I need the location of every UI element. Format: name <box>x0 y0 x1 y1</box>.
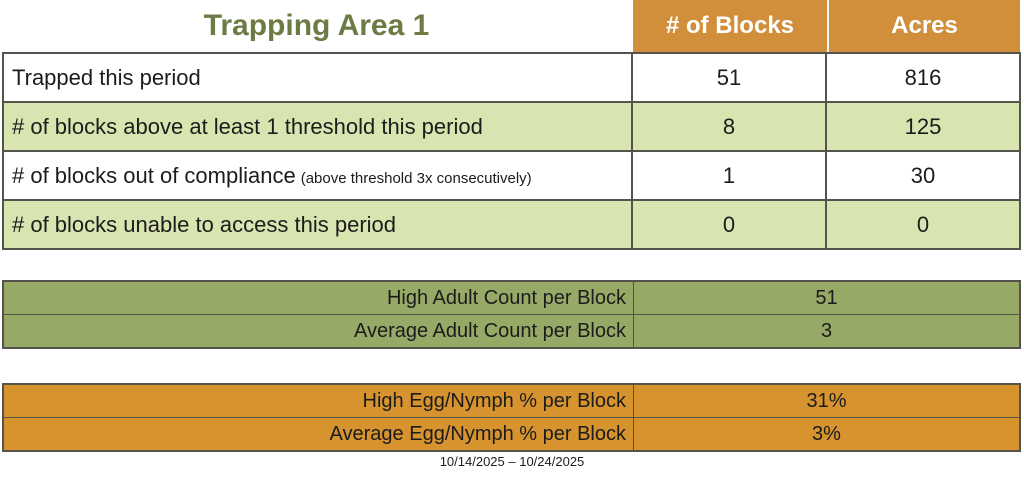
acres-value: 0 <box>825 201 1019 248</box>
row-value: 51 <box>633 282 1019 314</box>
table-row-unable-to-access: # of blocks unable to access this period… <box>4 199 1019 248</box>
table-row-above-threshold: # of blocks above at least 1 threshold t… <box>4 101 1019 150</box>
summary-table: Trapped this period 51 816 # of blocks a… <box>2 52 1021 250</box>
page-title: Trapping Area 1 <box>203 9 430 42</box>
row-label: # of blocks out of compliance (above thre… <box>4 163 631 189</box>
row-label-text: # of blocks unable to access this period <box>12 211 397 237</box>
table-row-out-of-compliance: # of blocks out of compliance (above thre… <box>4 150 1019 199</box>
acres-value: 125 <box>825 103 1019 150</box>
row-label-text: # of blocks above at least 1 threshold t… <box>12 113 483 139</box>
table-row-trapped: Trapped this period 51 816 <box>4 54 1019 101</box>
blocks-value: 0 <box>631 201 825 248</box>
acres-value: 816 <box>825 54 1019 101</box>
column-header-blocks: # of Blocks <box>633 0 827 52</box>
blocks-value: 51 <box>631 54 825 101</box>
row-value: 31% <box>633 385 1019 417</box>
row-value: 3 <box>633 315 1019 347</box>
table-row-average-adult-count: Average Adult Count per Block 3 <box>4 314 1019 347</box>
column-header-acres: Acres <box>827 0 1020 52</box>
row-label-note: (above threshold 3x consecutively) <box>300 169 532 187</box>
blocks-value: 8 <box>631 103 825 150</box>
row-label: # of blocks above at least 1 threshold t… <box>4 114 631 140</box>
header-row: Trapping Area 1 # of Blocks Acres <box>0 0 1022 52</box>
egg-nymph-table: High Egg/Nymph % per Block 31% Average E… <box>2 383 1021 452</box>
row-label: Trapped this period <box>4 65 631 91</box>
table-row-high-adult-count: High Adult Count per Block 51 <box>4 282 1019 314</box>
acres-value: 30 <box>825 152 1019 199</box>
row-label-text: # of blocks out of compliance <box>12 162 296 188</box>
date-range: 10/14/2025 – 10/24/2025 <box>439 454 585 469</box>
row-value: 3% <box>633 418 1019 450</box>
row-label: Average Adult Count per Block <box>353 319 626 342</box>
section-gap <box>0 349 1024 383</box>
row-label: # of blocks unable to access this period <box>4 212 631 238</box>
adult-count-table: High Adult Count per Block 51 Average Ad… <box>2 280 1021 349</box>
section-gap <box>0 250 1024 280</box>
row-label: High Egg/Nymph % per Block <box>362 389 626 412</box>
row-label: High Adult Count per Block <box>386 286 626 309</box>
table-row-average-egg-nymph: Average Egg/Nymph % per Block 3% <box>4 417 1019 450</box>
blocks-value: 1 <box>631 152 825 199</box>
row-label-text: Trapped this period <box>12 64 201 90</box>
row-label: Average Egg/Nymph % per Block <box>329 422 626 445</box>
table-row-high-egg-nymph: High Egg/Nymph % per Block 31% <box>4 385 1019 417</box>
